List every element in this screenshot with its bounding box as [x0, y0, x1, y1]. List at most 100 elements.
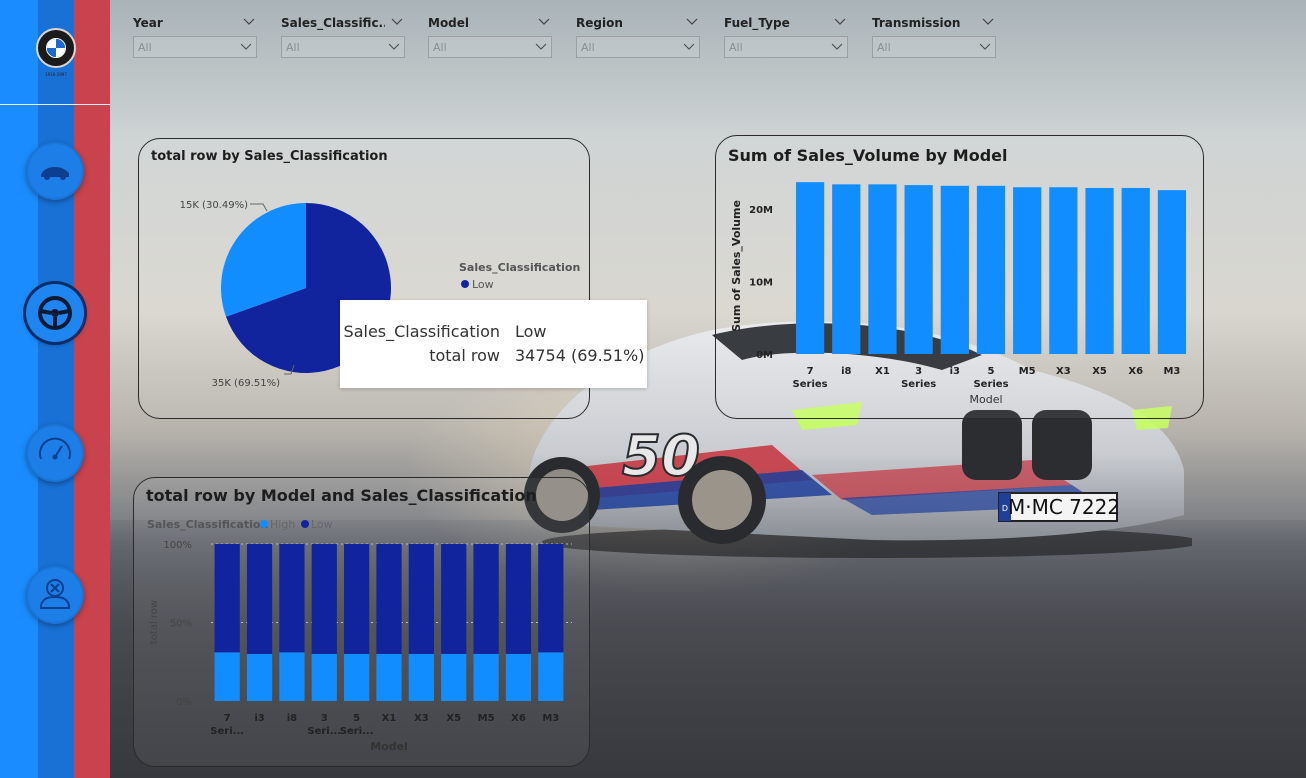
slicer-sales-classification[interactable]: Sales_Classific... All [281, 14, 405, 58]
x-axis-label: Model [370, 740, 408, 753]
bar-segment-low[interactable] [344, 544, 370, 654]
slicer-dropdown[interactable]: All [281, 36, 405, 58]
bar-segment-low[interactable] [473, 544, 499, 654]
slicer-value: All [877, 41, 891, 54]
chevron-down-icon[interactable] [982, 17, 994, 27]
slicer-title: Transmission [872, 16, 961, 30]
bar-segment-high[interactable] [408, 653, 434, 701]
slicer-dropdown[interactable]: All [428, 36, 552, 58]
nav-speedometer-button[interactable] [26, 424, 84, 482]
y-tick-label: 0M [756, 350, 773, 361]
y-axis-label: total row [149, 600, 160, 644]
slicer-transmission[interactable]: Transmission All [872, 14, 996, 58]
chevron-down-icon[interactable] [834, 17, 846, 27]
legend-dot [461, 280, 469, 288]
dropdown-arrow-icon [388, 43, 400, 50]
x-axis-label: Model [969, 393, 1002, 406]
slicer-value: All [433, 41, 447, 54]
x-tick-label: i3 [254, 713, 264, 724]
slicer-year[interactable]: Year All [133, 14, 257, 58]
slicer-dropdown[interactable]: All [133, 36, 257, 58]
slicer-dropdown[interactable]: All [576, 36, 700, 58]
bar-segment-high[interactable] [441, 653, 467, 701]
bar-segment-high[interactable] [344, 653, 370, 701]
dropdown-arrow-icon [683, 43, 695, 50]
x-tick-label: i3 [950, 366, 960, 377]
bar-segment-low[interactable] [311, 544, 337, 654]
car-number: 50 [622, 424, 700, 489]
nav-car-service-button[interactable] [26, 566, 84, 624]
bar-segment-high[interactable] [376, 653, 402, 701]
x-tick-label: 5 [988, 366, 995, 377]
bar-chart-card[interactable]: Sum of Sales_Volume by Model 0M 10M 20M 7 Se… [715, 135, 1204, 419]
bar[interactable] [1049, 187, 1078, 354]
x-tick-label: X3 [414, 713, 429, 724]
slicer-dropdown[interactable]: All [872, 36, 996, 58]
chevron-down-icon[interactable] [243, 17, 255, 27]
bar-chart[interactable]: 0M 10M 20M 7 Series i8 X1 3 Series i3 5 Series M5 X3 X… [716, 136, 1203, 418]
x-tick-label: i8 [287, 713, 297, 724]
tooltip-label-classification: Sales_Classification [343, 322, 500, 341]
bar-segment-high[interactable] [246, 653, 273, 701]
bar[interactable] [940, 185, 969, 354]
slicer-value: All [729, 41, 743, 54]
bar[interactable] [1121, 187, 1150, 354]
legend-label: High [270, 518, 295, 531]
bar-segment-low[interactable] [408, 544, 434, 654]
x-tick-label: X6 [1128, 366, 1143, 377]
chevron-down-icon[interactable] [538, 17, 550, 27]
chevron-down-icon[interactable] [686, 17, 698, 27]
bar-segment-low[interactable] [441, 544, 467, 654]
bar[interactable] [976, 185, 1006, 354]
bar-segment-high[interactable] [214, 652, 240, 701]
chart-tooltip: Sales_Classification Low total row 34754… [340, 300, 647, 388]
x-tick-label: X1 [382, 713, 397, 724]
bar[interactable] [795, 182, 825, 354]
bar-segment-high[interactable] [473, 653, 499, 701]
legend-dot [260, 520, 268, 528]
chevron-down-icon[interactable] [391, 17, 403, 27]
tooltip-value-total: 34754 (69.51%) [515, 346, 645, 365]
y-tick-label: 0% [176, 697, 192, 708]
bar-segment-low[interactable] [279, 544, 305, 653]
y-tick-label: 20M [749, 205, 773, 216]
bar-segment-low[interactable] [538, 544, 564, 653]
y-tick-label: 10M [749, 278, 773, 289]
leader-line [284, 364, 295, 375]
slicer-region[interactable]: Region All [576, 14, 700, 58]
bar[interactable] [1157, 190, 1187, 354]
leader-line [250, 203, 268, 212]
stacked-chart-card[interactable]: total row by Model and Sales_Classificat… [133, 477, 590, 767]
bar[interactable] [1013, 187, 1042, 354]
bar-segment-high[interactable] [505, 653, 532, 701]
slicer-title: Fuel_Type [724, 16, 790, 30]
dropdown-arrow-icon [240, 43, 252, 50]
bar-segment-high[interactable] [311, 653, 337, 701]
bar-segment-low[interactable] [376, 544, 402, 654]
x-tick-label: X5 [1092, 366, 1107, 377]
sidebar-stripe-red [74, 0, 110, 778]
legend-label: Low [311, 518, 333, 531]
bmw-logo-icon[interactable] [36, 28, 76, 68]
legend-title: Sales_Classification [459, 261, 580, 274]
x-tick-label: 7 [224, 713, 231, 724]
bar[interactable] [1085, 187, 1114, 354]
slicer-title: Sales_Classific... [281, 16, 385, 30]
stacked-bar-chart[interactable]: Sales_Classification High Low 0% 50% 100% 7 Ser… [134, 478, 589, 766]
slicer-fuel-type[interactable]: Fuel_Type All [724, 14, 848, 58]
sidebar-stripe-dark [38, 0, 74, 778]
bar-segment-high[interactable] [279, 652, 305, 701]
bar-segment-low[interactable] [246, 544, 273, 654]
bar-segment-low[interactable] [505, 544, 532, 654]
nav-car-button[interactable] [26, 142, 84, 200]
nav-steering-button[interactable] [26, 284, 84, 342]
bar[interactable] [868, 184, 897, 354]
slicer-dropdown[interactable]: All [724, 36, 848, 58]
bar-segment-high[interactable] [538, 652, 564, 701]
bar[interactable] [832, 184, 861, 354]
slicer-model[interactable]: Model All [428, 14, 552, 58]
bar-segment-low[interactable] [214, 544, 240, 653]
x-tick-label: 5 [353, 713, 360, 724]
bar[interactable] [904, 185, 933, 354]
pie-slice-high[interactable] [221, 203, 306, 317]
